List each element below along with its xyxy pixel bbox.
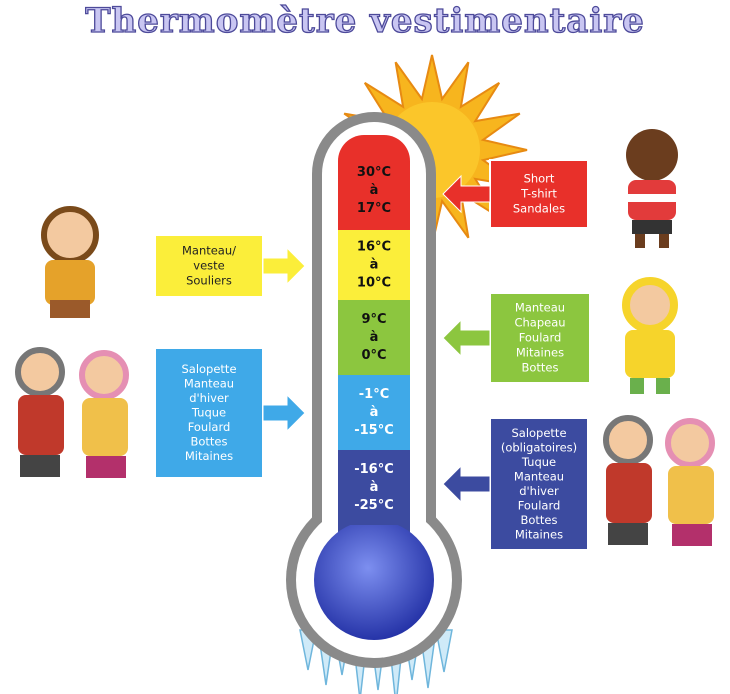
clothing-label: (obligatoires) — [501, 440, 577, 454]
clothing-label: Foulard — [519, 331, 562, 345]
band-label: à — [370, 405, 379, 420]
clothing-label: d'hiver — [519, 484, 559, 498]
clothing-label: Manteau — [515, 301, 565, 315]
arrow — [443, 320, 490, 356]
clothing-label: T-shirt — [520, 187, 557, 201]
clothing-label: d'hiver — [189, 391, 229, 405]
band-label: à — [370, 480, 379, 495]
band-label: à — [370, 258, 379, 273]
clothing-label: Mitaines — [515, 527, 563, 541]
infographic: Thermomètre vestimentaire 30°C à 17°C 16°C à… — [0, 0, 730, 694]
clothing-label: Short — [524, 172, 555, 186]
children-winter-right — [606, 418, 714, 546]
clothing-label: Tuque — [191, 406, 226, 420]
clothing-label: Tuque — [521, 455, 556, 469]
clothing-label: Manteau — [514, 469, 564, 483]
clothing-label: Salopette — [511, 426, 566, 440]
band-label: -1°C — [359, 387, 389, 402]
band-label: 0°C — [361, 348, 386, 363]
band-label: 10°C — [357, 276, 391, 291]
child-autumn — [44, 209, 96, 318]
clothing-label: Salopette — [181, 362, 236, 376]
clothing-label: Foulard — [188, 420, 231, 434]
title: Thermomètre vestimentaire — [85, 1, 645, 41]
clothing-label: Mitaines — [185, 449, 233, 463]
arrow — [263, 395, 305, 431]
clothing-label: Chapeau — [514, 316, 565, 330]
band-label: 30°C — [357, 165, 391, 180]
band-label: 16°C — [357, 240, 391, 255]
band-label: -16°C — [354, 462, 394, 477]
clothing-label: Bottes — [521, 361, 558, 375]
clothing-label: Manteau/ — [182, 244, 236, 258]
clothing-label: Mitaines — [516, 346, 564, 360]
band-label: -15°C — [354, 423, 394, 438]
bulb — [314, 520, 434, 640]
children-winter-left — [18, 350, 128, 478]
band-label: 17°C — [357, 201, 391, 216]
band-label: 9°C — [361, 312, 386, 327]
clothing-label: Manteau — [184, 377, 234, 391]
band-label: -25°C — [354, 498, 394, 513]
clothing-label: Foulard — [518, 498, 561, 512]
bands: 30°C à 17°C 16°C à 10°C 9°C à 0°C -1°C à -15°C -16°C… — [338, 135, 410, 525]
arrow — [443, 466, 490, 502]
arrow — [263, 248, 305, 284]
band-label: à — [370, 330, 379, 345]
child-summer — [626, 129, 678, 248]
clothing-label: Bottes — [190, 435, 227, 449]
clothing-label: Souliers — [186, 274, 232, 288]
clothing-label: veste — [193, 259, 224, 273]
child-rain — [625, 281, 675, 394]
clothing-label: Sandales — [513, 202, 565, 216]
band-label: à — [370, 183, 379, 198]
clothing-label: Bottes — [520, 513, 557, 527]
